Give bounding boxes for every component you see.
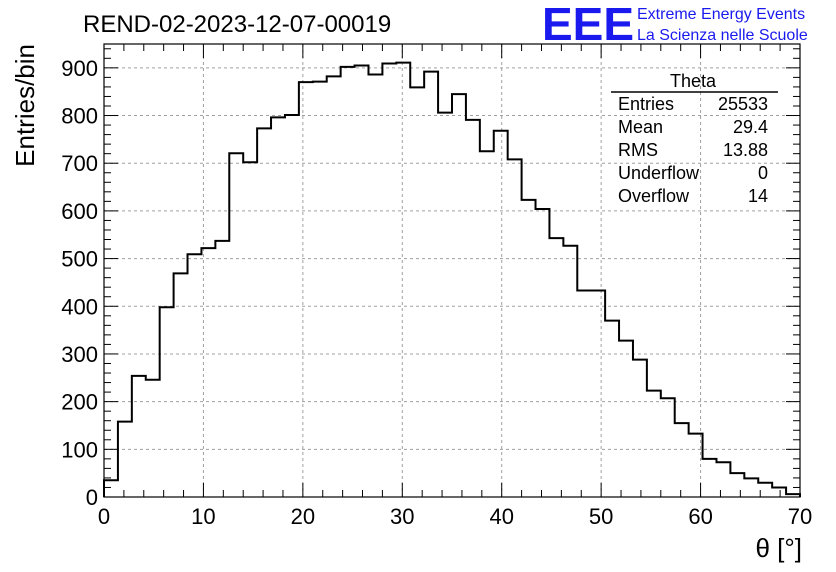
- x-tick-label: 20: [291, 504, 315, 529]
- logo-line-1: Extreme Energy Events: [637, 6, 805, 23]
- y-tick-label: 100: [61, 437, 98, 462]
- stats-entries-value: 25533: [718, 94, 768, 114]
- stats-overflow-value: 14: [748, 186, 768, 206]
- logo-line-2: La Scienza nelle Scuole: [637, 27, 808, 44]
- grid: [104, 44, 800, 497]
- stats-box: Theta Entries 25533 Mean 29.4 RMS 13.88 …: [611, 71, 778, 206]
- x-tick-label: 70: [788, 504, 812, 529]
- run-title: REND-02-2023-12-07-00019: [83, 11, 391, 38]
- y-tick-label: 800: [61, 104, 98, 129]
- stats-overflow-label: Overflow: [618, 186, 690, 206]
- axis-ticks: [103, 44, 801, 498]
- y-tick-label: 900: [61, 56, 98, 81]
- y-tick-label: 600: [61, 199, 98, 224]
- stats-entries-label: Entries: [618, 94, 674, 114]
- x-tick-label: 10: [191, 504, 215, 529]
- stats-rms-value: 13.88: [723, 140, 768, 160]
- plot-frame: [103, 43, 801, 498]
- logo-mark: EEE: [542, 0, 634, 50]
- stats-underflow-label: Underflow: [618, 163, 700, 183]
- y-tick-labels: 0 100 200 300 400 500 600 700 800 900: [61, 56, 98, 510]
- stats-mean-label: Mean: [618, 117, 663, 137]
- y-tick-label: 700: [61, 151, 98, 176]
- x-tick-label: 40: [489, 504, 513, 529]
- histogram-series-line: [103, 61, 801, 497]
- y-tick-label: 400: [61, 294, 98, 319]
- x-tick-label: 30: [390, 504, 414, 529]
- y-axis-title: Entries/bin: [10, 44, 40, 167]
- stats-underflow-value: 0: [758, 163, 768, 183]
- x-tick-label: 60: [688, 504, 712, 529]
- x-tick-label: 50: [589, 504, 613, 529]
- eee-logo: EEE Extreme Energy Events La Scienza nel…: [542, 0, 808, 50]
- x-tick-labels: 0 10 20 30 40 50 60 70: [98, 504, 812, 529]
- stats-rms-label: RMS: [618, 140, 658, 160]
- stats-title: Theta: [670, 71, 717, 91]
- stats-mean-value: 29.4: [733, 117, 768, 137]
- y-tick-label: 0: [86, 485, 98, 510]
- x-axis-title: θ [°]: [755, 533, 802, 563]
- x-tick-label: 0: [98, 504, 110, 529]
- y-tick-label: 300: [61, 342, 98, 367]
- y-tick-label: 200: [61, 390, 98, 415]
- y-tick-label: 500: [61, 247, 98, 272]
